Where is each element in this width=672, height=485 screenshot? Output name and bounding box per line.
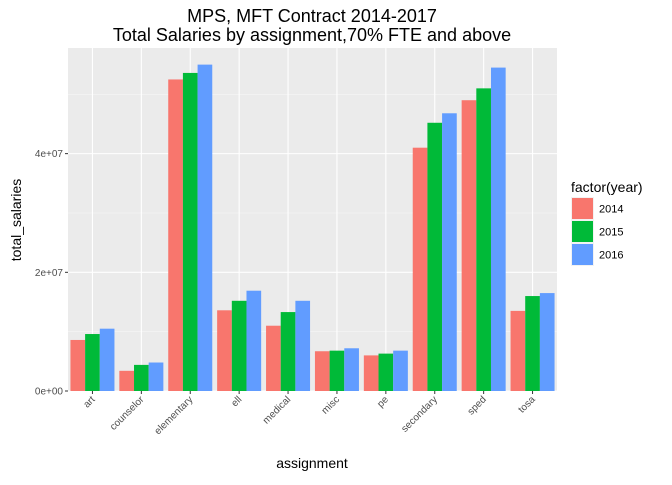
- x-axis: art counselor elementary ell medical misc pe se…: [82, 391, 538, 437]
- bar-tosa-2014: [510, 310, 526, 391]
- chart-subtitle: Total Salaries by assignment,70% FTE and…: [113, 25, 511, 45]
- bar-medical-2014: [266, 325, 281, 391]
- bar-ell-2014: [217, 310, 232, 391]
- legend-title: factor(year): [571, 179, 643, 195]
- chart-title: MPS, MFT Contract 2014-2017: [187, 6, 437, 26]
- bar-sped-2015: [476, 88, 491, 392]
- x-tick-label: sped: [466, 394, 489, 417]
- y-tick-label: 2e+07: [35, 268, 64, 279]
- x-tick-label: secondary: [399, 394, 439, 434]
- x-tick-label: art: [82, 394, 98, 410]
- bar-counselor-2014: [119, 370, 135, 391]
- bar-pe-2016: [393, 350, 408, 391]
- bar-ell-2015: [231, 300, 247, 391]
- bar-medical-2015: [280, 312, 296, 391]
- bar-counselor-2016: [148, 362, 164, 391]
- y-tick-label: 4e+07: [35, 149, 64, 160]
- x-tick-label: medical: [261, 394, 293, 426]
- bar-misc-2016: [344, 348, 359, 391]
- bar-tosa-2016: [539, 293, 555, 391]
- legend-label-2015: 2015: [599, 227, 623, 239]
- x-tick-label: pe: [375, 394, 391, 410]
- bar-art-2015: [85, 334, 100, 391]
- x-tick-label: elementary: [153, 394, 196, 437]
- x-axis-label: assignment: [276, 455, 348, 471]
- legend: factor(year) 2014 2015 2016: [571, 179, 643, 266]
- legend-swatch-2015: [572, 221, 593, 242]
- y-tick-label: 0e+00: [35, 387, 64, 398]
- x-tick-label: tosa: [517, 394, 538, 415]
- legend-swatch-2014: [572, 198, 593, 219]
- bar-elementary-2016: [197, 64, 213, 392]
- bar-tosa-2015: [525, 296, 540, 391]
- bar-art-2014: [70, 339, 86, 391]
- bar-secondary-2014: [412, 147, 428, 391]
- bar-misc-2015: [329, 350, 345, 391]
- bar-secondary-2016: [442, 113, 457, 391]
- legend-label-2014: 2014: [599, 204, 623, 216]
- x-tick-label: misc: [320, 394, 342, 416]
- bar-elementary-2014: [168, 79, 183, 392]
- bar-sped-2014: [461, 100, 477, 392]
- bars: [70, 64, 555, 392]
- bar-misc-2014: [314, 351, 330, 391]
- x-tick-label: counselor: [108, 394, 147, 433]
- y-axis-label: total_salaries: [8, 179, 24, 262]
- bar-pe-2014: [363, 355, 379, 391]
- legend-swatch-2016: [572, 244, 593, 265]
- bar-art-2016: [99, 328, 115, 391]
- bar-pe-2015: [378, 353, 394, 391]
- bar-ell-2016: [246, 290, 262, 391]
- legend-label-2016: 2016: [599, 250, 623, 262]
- bar-elementary-2015: [182, 72, 198, 391]
- x-tick-label: ell: [229, 394, 244, 409]
- bar-secondary-2015: [427, 122, 443, 391]
- bar-counselor-2015: [134, 364, 149, 391]
- bar-medical-2016: [295, 300, 311, 391]
- bar-sped-2016: [490, 67, 506, 392]
- y-axis: 0e+00 2e+07 4e+07: [35, 149, 68, 398]
